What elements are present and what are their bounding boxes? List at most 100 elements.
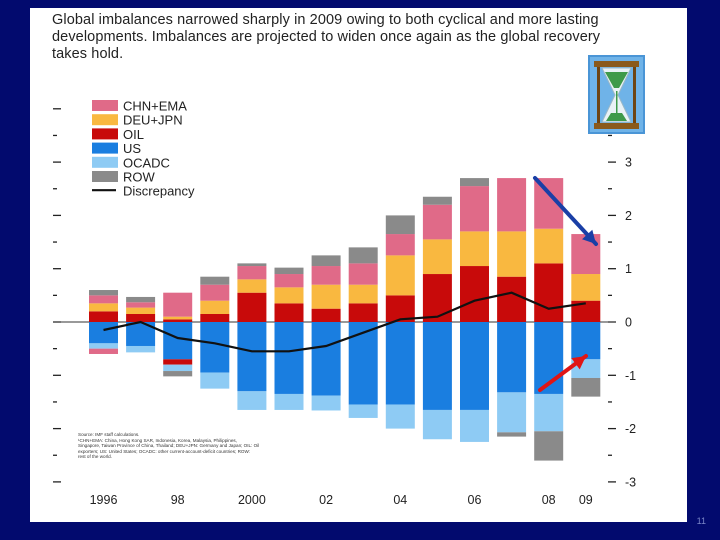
bar-segment-oil: [460, 266, 489, 322]
y-tick-label: 1: [625, 262, 632, 276]
page-number: 11: [696, 516, 706, 526]
chart-title: Global imbalances narrowed sharply in 20…: [52, 12, 601, 62]
bar-segment-ocadc: [163, 364, 193, 372]
arrow-blue-icon: [533, 176, 598, 246]
bar-segment-ocadc: [89, 343, 118, 349]
sources-line: Singapore, Taiwan Province of China, Tha…: [78, 443, 260, 449]
bar-segment-us: [571, 322, 601, 360]
legend-label: Discrepancy: [123, 184, 195, 199]
bar-segment-ocadc: [422, 409, 452, 440]
bar-segment-chn-ema: [348, 263, 378, 285]
bar-segment-us: [348, 322, 378, 405]
bar-segment-oil: [200, 314, 230, 322]
chart-canvas: 3 2 1 0 -1 -2 -3 CHN+EMADEU+JPNOILUSOCADCROWDi…: [53, 99, 636, 507]
discrepancy-line-layer: [103, 291, 586, 353]
bar-segment-us: [163, 322, 193, 360]
y-tick-label: -2: [625, 422, 636, 436]
bar-segment-row: [237, 263, 267, 267]
bar-segment-row: [348, 247, 378, 264]
bar-segment-chn-ema: [422, 204, 452, 240]
bar-segment-chn-ema: [237, 266, 267, 280]
bar-segment-oil: [348, 303, 378, 322]
bar-segment-us: [237, 322, 267, 392]
bar-segment-deu-jpn: [385, 255, 415, 296]
bar-segment-row: [534, 431, 564, 461]
bar-segment-row: [89, 290, 118, 296]
sources-line: exporters; US: United States; OCADC: oth…: [78, 448, 250, 454]
legend-swatch-ocadc: [92, 156, 118, 168]
bar-segment-deu-jpn: [200, 300, 230, 315]
legend-swatch-row: [92, 171, 118, 182]
bar-segment-chn-ema: [126, 302, 156, 308]
sources-line: Source: IMF staff calculations.: [78, 432, 140, 437]
bar-segment-ocadc: [126, 345, 156, 353]
bar-segment-deu-jpn: [311, 284, 341, 309]
bar-segment-us: [460, 322, 489, 410]
bar-segment-chn-ema: [200, 284, 230, 301]
bar-segment-deu-jpn: [126, 307, 156, 315]
bar-segment-oil: [163, 359, 193, 365]
bar-segment-chn-ema: [311, 266, 341, 285]
bar-segment-oil: [422, 274, 452, 322]
bar-segment-us: [126, 322, 156, 346]
legend-swatch-chn-ema: [92, 100, 118, 111]
x-tick-label: 2000: [238, 493, 266, 507]
bar-segment-deu-jpn: [571, 274, 601, 301]
chart-frame: Global imbalances narrowed sharply in 20…: [30, 8, 687, 522]
bar-segment-row: [200, 276, 230, 285]
x-tick-label: 08: [542, 493, 556, 507]
bar-segment-row: [126, 296, 156, 303]
bar-segment-row: [460, 178, 489, 187]
x-tick-label: 98: [171, 493, 185, 507]
bar-segment-deu-jpn: [422, 239, 452, 275]
bar-segment-us: [89, 322, 118, 344]
bar-segment-ocadc: [311, 395, 341, 411]
bar-segment-chn-ema: [89, 295, 118, 304]
bar-segment-us: [385, 322, 415, 405]
legend-swatch-oil: [92, 128, 118, 140]
bar-segment-row: [274, 267, 304, 275]
x-axis-labels: 1996 98 2000 02 04 06 08 09: [90, 493, 593, 507]
bar-segment-oil: [534, 263, 564, 322]
bar-segment-deu-jpn: [237, 279, 267, 293]
bar-segment-chn-ema: [460, 186, 489, 232]
bar-segment-us: [422, 322, 452, 410]
bar-segment-deu-jpn: [348, 284, 378, 304]
bar-segment-us: [497, 322, 527, 393]
bar-segment-chn-ema: [385, 234, 415, 256]
bar-segment-ocadc: [200, 372, 230, 389]
bar-segment-oil: [237, 292, 267, 322]
bar-segment-row: [163, 371, 193, 377]
arrow-red-icon: [538, 354, 588, 392]
sources-line: rest of the world.: [78, 454, 112, 460]
bar-segment-row: [422, 196, 452, 205]
bar-segment-row: [385, 215, 415, 235]
annotation-arrows: [533, 176, 598, 392]
x-tick-label: 02: [319, 493, 333, 507]
x-tick-label: 1996: [90, 493, 118, 507]
bar-segment-deu-jpn: [460, 231, 489, 267]
bar-segment-ocadc: [534, 393, 564, 432]
legend-swatch-deu-jpn: [92, 114, 118, 126]
bar-segment-us: [200, 322, 230, 373]
legend-label: OCADC: [123, 155, 170, 170]
bar-segment-row: [311, 255, 341, 267]
y-tick-label: 2: [625, 209, 632, 223]
bar-segment-row: [497, 432, 527, 437]
bar-segment-oil: [163, 319, 193, 322]
x-tick-label: 09: [579, 493, 593, 507]
legend-label: CHN+EMA: [123, 99, 187, 114]
bar-segment-oil: [89, 311, 118, 322]
bar-segment-oil: [497, 276, 527, 322]
bar-segment-deu-jpn: [497, 231, 527, 277]
bar-segment-chn-ema: [274, 274, 304, 288]
bar-segment-ocadc: [237, 391, 267, 410]
bar-segment-ocadc: [274, 393, 304, 410]
bar-segment-oil: [126, 314, 156, 322]
bar-segment-ocadc: [497, 392, 527, 433]
axis-ticks: 3 2 1 0 -1 -2 -3: [53, 108, 636, 489]
x-tick-label: 04: [393, 493, 407, 507]
bar-segment-ocadc: [385, 404, 415, 429]
legend-swatch-us: [92, 142, 118, 154]
